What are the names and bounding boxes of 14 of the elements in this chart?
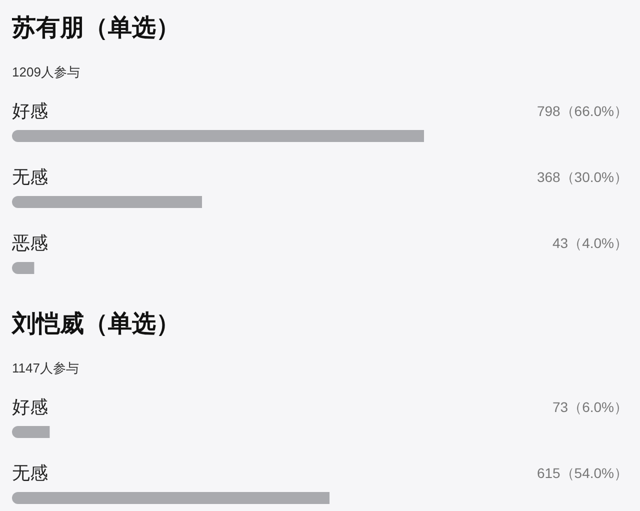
y-tick-label: 好感 — [12, 101, 48, 121]
y-tick-label: 好感 — [12, 397, 48, 417]
chart-title: 苏有朋（单选） — [11, 14, 180, 42]
data-label: 798（66.0%） — [536, 103, 628, 119]
data-label: 615（54.0%） — [536, 465, 628, 481]
data-label: 43（4.0%） — [552, 235, 628, 251]
y-tick-label: 无感 — [12, 167, 48, 187]
chart-title: 刘恺威（单选） — [11, 310, 180, 338]
data-label: 368（30.0%） — [536, 169, 628, 185]
y-tick-label: 无感 — [12, 463, 48, 483]
data-label: 73（6.0%） — [552, 399, 628, 415]
chart-subtitle: 1147人参与 — [12, 360, 79, 376]
y-tick-label: 恶感 — [11, 233, 48, 253]
chart-subtitle: 1209人参与 — [12, 64, 80, 80]
